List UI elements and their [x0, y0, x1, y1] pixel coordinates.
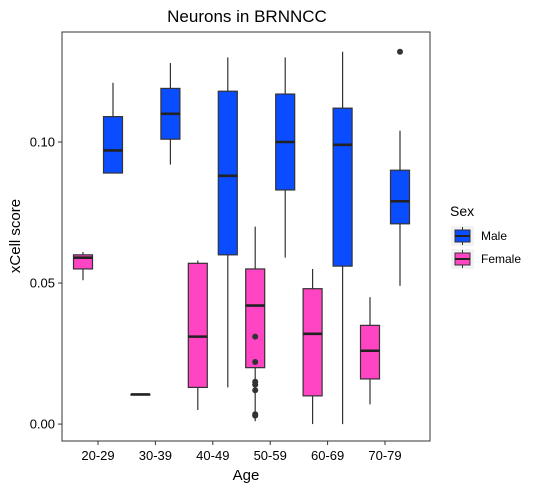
outlier-point [252, 387, 259, 394]
outlier-point [252, 359, 259, 366]
legend-label: Male [481, 229, 507, 243]
box-iqr [359, 324, 381, 380]
plot-marks [72, 48, 411, 425]
box-male-20-29 [102, 82, 124, 174]
box-male-30-39 [160, 63, 181, 165]
x-tick-label: 40-49 [196, 448, 229, 463]
box-iqr [302, 288, 323, 397]
chart-title: Neurons in BRNNCC [167, 7, 327, 26]
outlier-point [397, 48, 403, 55]
box-female-60-69 [302, 268, 323, 425]
y-axis: 0.00 0.05 0.10 [30, 135, 62, 432]
box-iqr [389, 169, 411, 225]
y-tick-label: 0.05 [30, 276, 55, 291]
x-tick-label: 70-79 [368, 448, 401, 463]
box-female-30-39 [130, 393, 151, 396]
box-iqr [187, 262, 208, 389]
box-female-20-29 [72, 252, 94, 281]
x-tick-label: 30-39 [139, 448, 172, 463]
legend-title: Sex [450, 203, 474, 219]
box-iqr [102, 116, 124, 174]
outlier-point [252, 381, 259, 388]
x-axis-title: Age [233, 467, 260, 484]
x-axis: 20-29 30-39 40-49 50-59 60-69 70-79 [81, 441, 402, 463]
box-female-70-79 [359, 297, 381, 405]
box-male-50-59 [275, 57, 296, 258]
legend-item-male: Male [451, 226, 507, 246]
legend-label: Female [481, 252, 521, 266]
box-female-40-49 [187, 260, 208, 410]
x-tick-label: 50-59 [254, 448, 287, 463]
box-female-50-59 [245, 226, 266, 422]
legend-item-female: Female [451, 249, 521, 269]
y-tick-label: 0.00 [30, 417, 55, 432]
outlier-point [252, 333, 259, 340]
y-tick-label: 0.10 [30, 135, 55, 150]
box-male-70-79 [389, 48, 411, 286]
legend: Sex Male Female [450, 203, 521, 269]
box-iqr [332, 107, 353, 267]
y-axis-title: xCell score [7, 199, 24, 273]
box-iqr [245, 268, 266, 369]
x-tick-label: 20-29 [81, 448, 114, 463]
box-male-60-69 [332, 51, 353, 425]
plot-panel [61, 31, 431, 442]
x-tick-label: 60-69 [311, 448, 344, 463]
outlier-point [252, 412, 259, 419]
box-iqr [217, 90, 238, 256]
box-male-40-49 [217, 57, 238, 388]
